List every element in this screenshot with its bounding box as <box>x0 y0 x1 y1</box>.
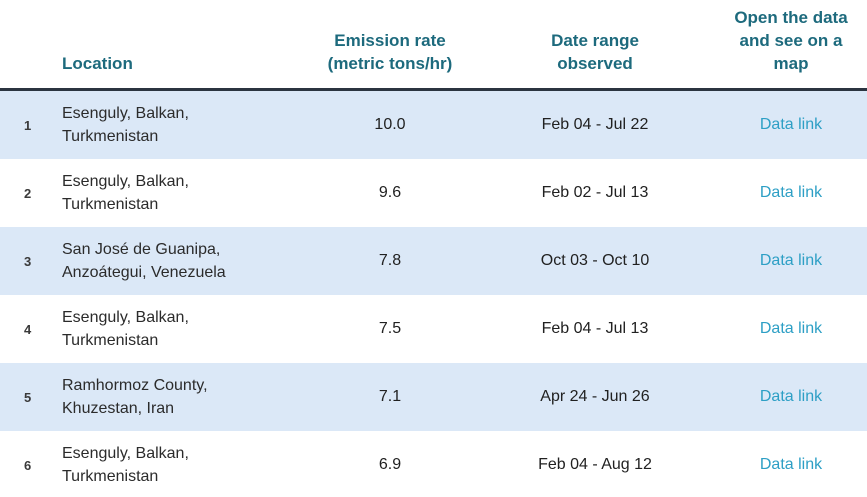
data-link[interactable]: Data link <box>759 116 823 133</box>
row-location: Esenguly, Balkan, Turkmenistan <box>62 445 189 485</box>
row-emission-rate: 7.1 <box>378 388 402 405</box>
table-row: 6 Esenguly, Balkan, Turkmenistan 6.9 Feb… <box>0 431 867 497</box>
row-location: San José de Guanipa, Anzoátegui, Venezue… <box>62 241 226 281</box>
row-date-range: Feb 04 - Jul 22 <box>541 116 649 133</box>
header-location: Location <box>62 54 133 73</box>
row-emission-rate: 9.6 <box>378 184 402 201</box>
data-link[interactable]: Data link <box>759 388 823 405</box>
row-date-range: Apr 24 - Jun 26 <box>540 388 650 405</box>
row-location: Esenguly, Balkan, Turkmenistan <box>62 105 189 145</box>
table-row: 2 Esenguly, Balkan, Turkmenistan 9.6 Feb… <box>0 159 867 227</box>
data-link[interactable]: Data link <box>759 252 823 269</box>
row-rank: 5 <box>24 389 32 405</box>
data-link[interactable]: Data link <box>759 456 823 473</box>
data-link[interactable]: Data link <box>759 320 823 337</box>
row-emission-rate: 7.5 <box>378 320 402 337</box>
row-date-range: Feb 04 - Aug 12 <box>538 456 652 473</box>
table-row: 3 San José de Guanipa, Anzoátegui, Venez… <box>0 227 867 295</box>
table-row: 1 Esenguly, Balkan, Turkmenistan 10.0 Fe… <box>0 91 867 159</box>
row-date-range: Feb 04 - Jul 13 <box>541 320 649 337</box>
row-location: Esenguly, Balkan, Turkmenistan <box>62 173 189 213</box>
row-date-range: Oct 03 - Oct 10 <box>540 252 650 269</box>
header-rank-spacer <box>0 75 55 88</box>
table-header-row: Location Emission rate (metric tons/hr) … <box>0 0 867 91</box>
table-row: 4 Esenguly, Balkan, Turkmenistan 7.5 Feb… <box>0 295 867 363</box>
data-link[interactable]: Data link <box>759 184 823 201</box>
row-rank: 4 <box>24 321 32 337</box>
row-emission-rate: 6.9 <box>378 456 402 473</box>
row-rank: 3 <box>24 253 32 269</box>
header-open-data-map: Open the data and see on a map <box>734 8 848 73</box>
table-body: 1 Esenguly, Balkan, Turkmenistan 10.0 Fe… <box>0 91 867 497</box>
row-date-range: Feb 02 - Jul 13 <box>541 184 649 201</box>
row-rank: 6 <box>24 457 32 473</box>
row-location: Ramhormoz County, Khuzestan, Iran <box>62 377 208 417</box>
row-rank: 1 <box>24 117 32 133</box>
row-rank: 2 <box>24 185 32 201</box>
header-date-range: Date range observed <box>551 31 639 73</box>
row-emission-rate: 7.8 <box>378 252 402 269</box>
row-location: Esenguly, Balkan, Turkmenistan <box>62 309 189 349</box>
row-emission-rate: 10.0 <box>374 116 406 133</box>
table-row: 5 Ramhormoz County, Khuzestan, Iran 7.1 … <box>0 363 867 431</box>
header-emission-rate: Emission rate (metric tons/hr) <box>327 31 453 73</box>
